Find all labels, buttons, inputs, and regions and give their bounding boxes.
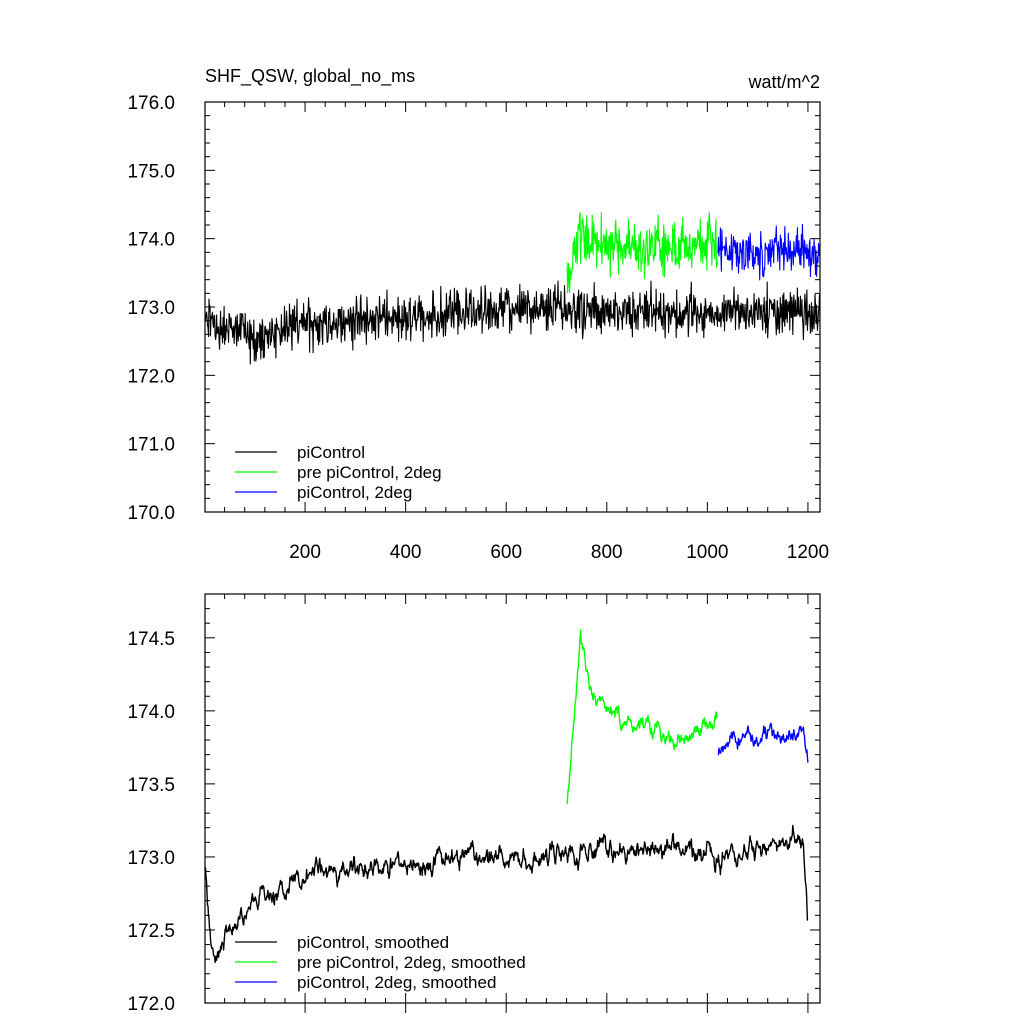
legend-entry-picontrol: piControl: [235, 443, 365, 462]
y-tick-label: 173.5: [127, 775, 175, 796]
series-line-picontrol: [205, 280, 820, 365]
legend-label: pre piControl, 2deg: [297, 463, 442, 482]
legend-entry-picontrol-2deg: piControl, 2deg: [235, 483, 412, 502]
y-tick-label: 176.0: [127, 93, 175, 114]
series-line-pre-picontrol-2deg: [566, 212, 718, 294]
legend-label: piControl: [297, 443, 365, 462]
units-label: watt/m^2: [748, 72, 820, 92]
y-tick-label: 172.0: [127, 994, 175, 1015]
y-tick-label: 173.0: [127, 298, 175, 319]
y-tick-label: 174.0: [127, 230, 175, 251]
bottom-panel: 172.0 172.5 173.0 173.5 174.0 174.5 piControl…: [127, 593, 821, 1015]
chart-title: SHF_QSW, global_no_ms: [205, 66, 415, 87]
x-tick-label: 800: [591, 542, 623, 563]
y-tick-label: 173.0: [127, 848, 175, 869]
x-tick-label: 1000: [686, 542, 728, 563]
top-panel: SHF_QSW, global_no_ms watt/m^2 170.0 171.…: [127, 66, 829, 563]
x-tick-label: 400: [390, 542, 422, 563]
x-tick-label: 600: [490, 542, 522, 563]
y-tick-label: 170.0: [127, 503, 175, 524]
series-line-picontrol-2deg-smoothed: [717, 722, 809, 763]
plot-frame: [204, 101, 821, 513]
y-tick-label: 171.0: [127, 435, 175, 456]
y-tick-label: 174.0: [127, 702, 175, 723]
tick-labels-layer: 172.0 172.5 173.0 173.5 174.0 174.5: [127, 629, 175, 1015]
series-line-pre-picontrol-2deg-smoothed: [566, 629, 718, 804]
legend-entry-pre-picontrol-2deg: pre piControl, 2deg: [235, 463, 442, 482]
y-tick-label: 172.5: [127, 921, 175, 942]
x-tick-label: 1200: [787, 542, 829, 563]
y-tick-label: 172.0: [127, 366, 175, 387]
series-layer: [205, 212, 820, 365]
legend-entry-pre-picontrol-2deg-smoothed: pre piControl, 2deg, smoothed: [235, 953, 526, 972]
ticks-layer: [205, 101, 820, 513]
y-tick-label: 174.5: [127, 629, 175, 650]
ticks-layer: [205, 594, 820, 1013]
legend-entry-picontrol-2deg-smoothed: piControl, 2deg, smoothed: [235, 973, 496, 992]
x-tick-label: 200: [289, 542, 321, 563]
legend-label: piControl, smoothed: [297, 933, 449, 952]
tick-labels-layer: 170.0 171.0 172.0 173.0 174.0 175.0 176.0 200 40…: [127, 93, 829, 563]
legend-entry-picontrol-smoothed: piControl, smoothed: [235, 933, 449, 952]
legend-label: pre piControl, 2deg, smoothed: [297, 953, 526, 972]
series-line-picontrol-smoothed: [205, 824, 809, 964]
plot-frame: [204, 593, 821, 1004]
series-line-picontrol-2deg: [717, 223, 820, 281]
series-layer: [205, 629, 809, 964]
legend-label: piControl, 2deg, smoothed: [297, 973, 496, 992]
legend-label: piControl, 2deg: [297, 483, 412, 502]
y-tick-label: 175.0: [127, 161, 175, 182]
